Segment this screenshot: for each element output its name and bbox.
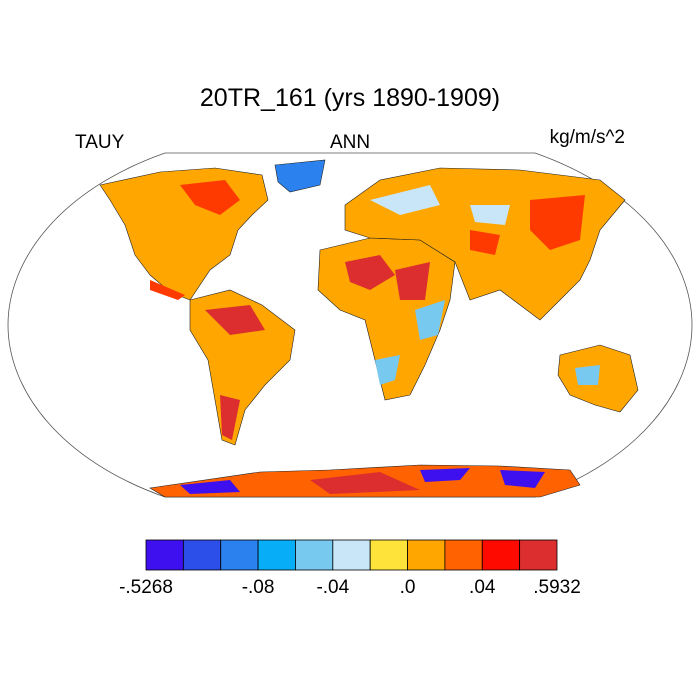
land <box>99 159 639 498</box>
colorbar-label: -.08 <box>242 577 275 598</box>
colorbar-box <box>481 539 521 571</box>
colorbar-box <box>407 539 446 571</box>
colorbar-box <box>519 539 558 571</box>
left-label: TAUY <box>75 132 125 153</box>
colorbar-label: -.5268 <box>119 577 173 598</box>
title: 20TR_161 (yrs 1890-1909) <box>200 84 500 112</box>
africa-red <box>345 255 430 300</box>
colorbar-label: .04 <box>469 577 496 598</box>
eurasia-red <box>470 195 585 255</box>
center-label: ANN <box>330 132 370 153</box>
colorbar-box <box>444 539 483 571</box>
colorbar-box <box>220 539 259 571</box>
map <box>7 152 693 498</box>
africa-blue <box>375 300 445 385</box>
colorbar-box <box>332 539 371 571</box>
colorbar: -.5268 -.08 -.04 .0 .04 .5932 <box>119 539 581 598</box>
south-america <box>189 289 296 446</box>
colorbar-box <box>295 539 334 571</box>
greenland <box>274 159 326 193</box>
antarctica-red <box>310 472 420 494</box>
australia-blue <box>575 365 600 385</box>
eurasia-blue <box>370 185 510 225</box>
colorbar-box <box>369 539 408 571</box>
south-america-red <box>205 305 265 440</box>
colorbar-box <box>182 539 222 571</box>
units-label: kg/m/s^2 <box>550 127 625 148</box>
colorbar-box <box>145 539 184 571</box>
colorbar-label: .5932 <box>533 577 581 598</box>
colorbar-label: .0 <box>400 577 416 598</box>
colorbar-box <box>257 539 296 571</box>
north-america-red <box>150 180 240 300</box>
antarctica-blue <box>180 468 545 494</box>
colorbar-label: -.04 <box>316 577 349 598</box>
